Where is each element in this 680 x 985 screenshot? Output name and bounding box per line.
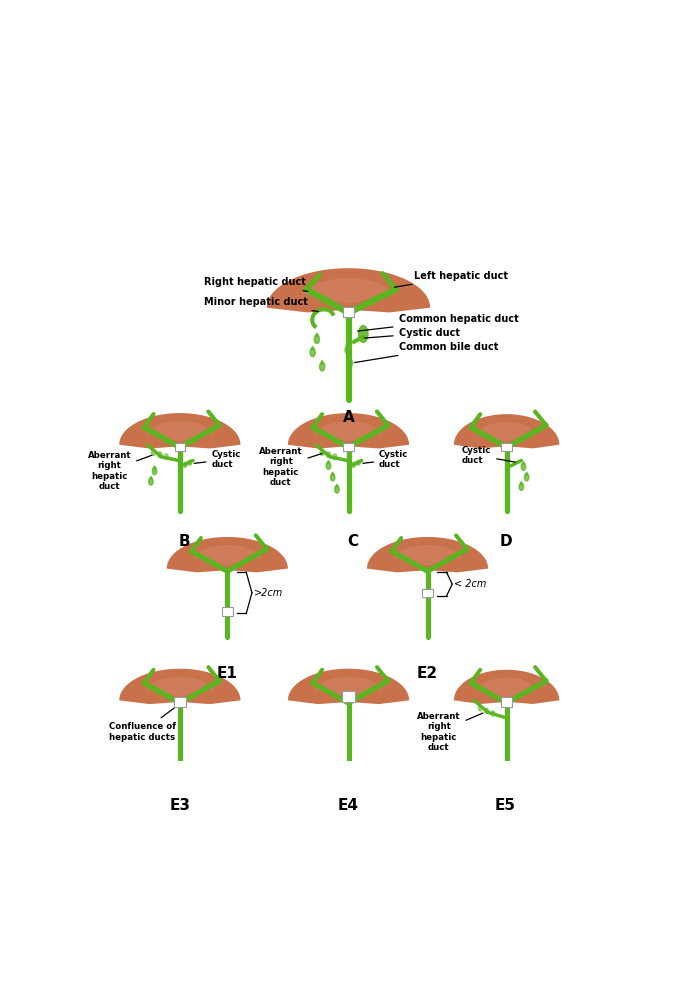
Polygon shape <box>150 476 152 479</box>
Polygon shape <box>146 421 214 441</box>
Ellipse shape <box>164 454 168 460</box>
Polygon shape <box>146 677 214 697</box>
Text: Left hepatic duct: Left hepatic duct <box>394 271 509 288</box>
Polygon shape <box>288 669 409 704</box>
Text: Confluence of
hepatic ducts: Confluence of hepatic ducts <box>109 704 179 742</box>
Ellipse shape <box>320 362 325 371</box>
Ellipse shape <box>184 462 187 468</box>
Polygon shape <box>335 485 338 487</box>
Text: < 2cm: < 2cm <box>454 579 486 589</box>
Ellipse shape <box>333 454 337 460</box>
Ellipse shape <box>310 349 316 357</box>
Polygon shape <box>316 333 318 336</box>
Bar <box>422 589 433 598</box>
Polygon shape <box>454 670 559 704</box>
Text: Minor hepatic duct: Minor hepatic duct <box>203 297 318 311</box>
Ellipse shape <box>345 346 350 354</box>
Polygon shape <box>311 346 314 350</box>
Text: B: B <box>178 534 190 550</box>
Ellipse shape <box>335 486 339 493</box>
Ellipse shape <box>158 452 162 458</box>
Bar <box>500 697 513 707</box>
Text: Cystic duct: Cystic duct <box>364 328 460 338</box>
Ellipse shape <box>314 335 320 344</box>
Polygon shape <box>346 344 349 347</box>
Text: E4: E4 <box>338 798 359 813</box>
Ellipse shape <box>522 463 526 471</box>
Polygon shape <box>167 537 288 572</box>
Polygon shape <box>119 669 241 704</box>
Polygon shape <box>267 268 430 312</box>
Bar <box>341 691 356 702</box>
Ellipse shape <box>152 450 156 455</box>
Polygon shape <box>367 537 488 572</box>
Ellipse shape <box>352 462 356 468</box>
Ellipse shape <box>330 474 335 481</box>
Text: Common hepatic duct: Common hepatic duct <box>358 314 518 331</box>
Ellipse shape <box>326 452 330 458</box>
Polygon shape <box>192 545 262 565</box>
Polygon shape <box>314 421 383 441</box>
Bar <box>343 307 354 317</box>
Bar <box>501 442 512 451</box>
Bar <box>222 608 233 616</box>
Ellipse shape <box>347 360 352 366</box>
Polygon shape <box>302 278 395 303</box>
Ellipse shape <box>485 708 488 713</box>
Text: >2cm: >2cm <box>254 588 283 598</box>
Polygon shape <box>477 678 537 697</box>
Text: E2: E2 <box>417 666 438 681</box>
Ellipse shape <box>479 705 482 711</box>
Text: Common bile duct: Common bile duct <box>354 342 498 362</box>
Text: Aberrant
right
hepatic
duct: Aberrant right hepatic duct <box>259 447 322 487</box>
Text: Cystic
duct: Cystic duct <box>194 450 241 469</box>
Ellipse shape <box>149 478 153 486</box>
Text: E1: E1 <box>217 666 238 681</box>
Ellipse shape <box>358 326 368 343</box>
Ellipse shape <box>152 468 157 475</box>
Polygon shape <box>454 414 559 448</box>
Polygon shape <box>288 413 409 448</box>
Polygon shape <box>522 462 525 464</box>
Polygon shape <box>349 358 352 361</box>
Ellipse shape <box>519 484 524 491</box>
Polygon shape <box>320 361 324 363</box>
Bar <box>343 442 354 451</box>
Polygon shape <box>393 545 462 565</box>
Polygon shape <box>153 466 156 469</box>
Text: Aberrant
right
hepatic
duct: Aberrant right hepatic duct <box>88 451 152 492</box>
Polygon shape <box>327 460 330 463</box>
Polygon shape <box>331 472 334 475</box>
Polygon shape <box>520 482 523 485</box>
Ellipse shape <box>320 450 324 455</box>
Text: Cystic
duct: Cystic duct <box>363 450 409 469</box>
Bar <box>174 697 186 707</box>
Bar <box>175 442 185 451</box>
Text: Aberrant
right
hepatic
duct: Aberrant right hepatic duct <box>417 712 483 752</box>
Ellipse shape <box>491 711 495 716</box>
Text: E5: E5 <box>495 798 516 813</box>
Text: Cystic
duct: Cystic duct <box>462 445 515 465</box>
Ellipse shape <box>326 462 330 470</box>
Polygon shape <box>119 413 241 448</box>
Polygon shape <box>314 677 383 697</box>
Text: A: A <box>343 411 354 426</box>
Text: D: D <box>499 534 512 550</box>
Polygon shape <box>525 472 528 475</box>
Polygon shape <box>477 422 537 441</box>
Ellipse shape <box>524 474 529 481</box>
Text: Right hepatic duct: Right hepatic duct <box>203 278 308 292</box>
Text: C: C <box>347 534 358 550</box>
Text: E3: E3 <box>169 798 190 813</box>
Ellipse shape <box>357 460 360 465</box>
Ellipse shape <box>188 460 192 465</box>
